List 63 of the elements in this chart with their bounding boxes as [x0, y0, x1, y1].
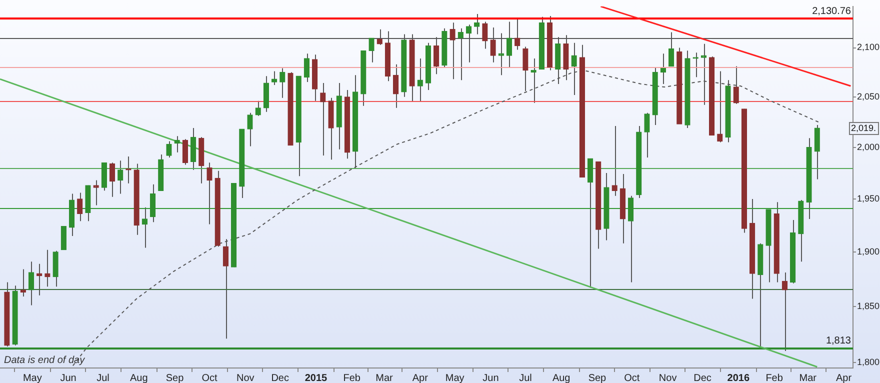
- x-tick-label: Dec: [694, 372, 712, 383]
- candlestick: [222, 238, 229, 340]
- candlestick: [612, 126, 618, 196]
- x-tick-label: Oct: [202, 372, 218, 383]
- x-tick-label: Apr: [836, 372, 852, 383]
- candlestick: [93, 180, 99, 206]
- candlestick: [166, 140, 172, 158]
- ref-line-label: 2,130.76: [812, 6, 852, 17]
- candlestick: [692, 52, 698, 78]
- x-tick-label: Feb: [343, 372, 361, 383]
- candlestick: [474, 14, 480, 35]
- y-tick-label: 2,100: [857, 42, 880, 52]
- x-tick-label: Apr: [412, 372, 429, 383]
- candlestick: [28, 261, 34, 306]
- candlestick: [109, 162, 116, 198]
- y-tick-label: 2,000: [857, 142, 880, 152]
- x-tick-label: Jul: [96, 372, 110, 383]
- x-tick-label: Jul: [519, 372, 532, 383]
- candlestick: [206, 162, 212, 225]
- candlestick: [644, 112, 650, 158]
- x-tick-label: Aug: [552, 372, 570, 383]
- x-tick-label: May: [22, 372, 42, 383]
- candlestick: [263, 76, 270, 112]
- annotation: 2,019.: [850, 123, 876, 134]
- annotation: Data is end of day: [4, 354, 86, 366]
- y-tick-label: 1,900: [857, 246, 880, 256]
- x-tick-label: Nov: [658, 372, 677, 383]
- candlestick: [20, 268, 26, 298]
- candlestick: [77, 192, 83, 222]
- y-tick-label: 1,950: [857, 193, 880, 204]
- candlestick: [782, 272, 788, 352]
- x-tick-label: Oct: [624, 372, 640, 383]
- x-tick-label: Sep: [588, 372, 607, 383]
- x-tick-label: Jun: [482, 372, 499, 383]
- candlestick: [417, 58, 423, 102]
- x-tick-label: 2016: [727, 372, 750, 383]
- candlestick: [182, 138, 188, 166]
- x-tick-label: Nov: [236, 372, 254, 383]
- candlestick: [52, 250, 58, 288]
- x-tick-label: Feb: [766, 372, 784, 383]
- candlestick: [660, 53, 666, 85]
- x-tick-label: May: [445, 372, 464, 383]
- x-tick-label: Aug: [130, 372, 148, 383]
- x-tick-label: Sep: [166, 372, 184, 383]
- candlestick: [393, 64, 399, 108]
- candlestick: [280, 68, 286, 98]
- ref-line-label: 1,813: [826, 335, 852, 346]
- y-tick-label: 1,850: [857, 300, 880, 311]
- x-tick-label: 2015: [304, 372, 328, 383]
- candlestick: [814, 124, 820, 180]
- x-tick-label: Mar: [799, 372, 818, 383]
- candlestick: [101, 162, 107, 192]
- x-tick-label: Jun: [60, 372, 76, 383]
- y-tick-label: 2,050: [857, 91, 880, 102]
- candlestick: [320, 82, 326, 156]
- candlestick: [304, 53, 310, 83]
- candlestick: [247, 112, 253, 147]
- x-tick-label: Dec: [271, 372, 289, 383]
- x-tick-label: Mar: [376, 372, 394, 383]
- candlestick: [118, 160, 124, 194]
- candlestick: [255, 100, 261, 116]
- y-tick-label: 1,800: [857, 356, 880, 367]
- candlestick: [190, 128, 196, 170]
